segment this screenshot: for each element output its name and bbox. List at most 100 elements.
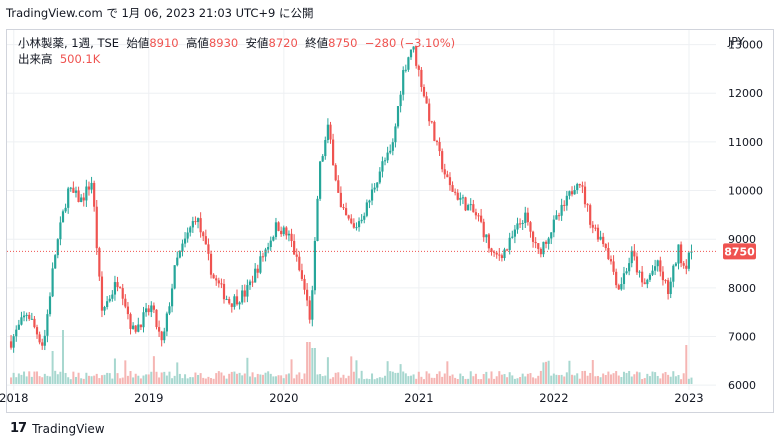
candle-body <box>570 191 574 195</box>
candle-body <box>690 251 693 253</box>
candle-body <box>368 200 371 203</box>
volume-bar <box>607 371 610 384</box>
volume-bar <box>158 377 161 384</box>
volume-bar <box>69 379 72 384</box>
site-name[interactable]: TradingView.com <box>6 6 103 20</box>
candle-body <box>137 324 140 332</box>
candle-body <box>464 197 467 211</box>
candle-body <box>300 270 304 279</box>
volume-bar <box>565 372 568 384</box>
volume-bar <box>506 377 509 384</box>
candle-body <box>69 187 72 189</box>
last-price-tag <box>723 243 756 260</box>
candle-body <box>454 191 457 193</box>
volume-bar <box>124 360 127 384</box>
candle-body <box>33 318 36 328</box>
volume-bar <box>145 374 148 384</box>
candle-body <box>248 281 252 286</box>
volume-bar <box>129 371 132 384</box>
candle-body <box>633 250 636 257</box>
candle-body <box>441 151 444 170</box>
volume-bar <box>15 377 18 384</box>
volume-bar <box>620 377 623 384</box>
volume-bar <box>308 342 311 384</box>
volume-bar <box>539 370 542 384</box>
x-tick-label: 2022 <box>539 391 568 405</box>
x-tick-label: 2023 <box>674 391 703 405</box>
volume-bar <box>651 371 654 384</box>
candle-body <box>355 227 358 229</box>
candle-body <box>474 212 478 216</box>
candle-body <box>85 186 88 201</box>
candle-body <box>596 227 600 240</box>
candle-body <box>664 280 667 282</box>
candle-body <box>225 299 228 301</box>
candle-body <box>422 86 426 97</box>
candle-body <box>147 308 150 313</box>
candle-body <box>121 288 124 299</box>
volume-bar <box>685 345 688 384</box>
publish-caption: TradingView.com で 1月 06, 2023 21:03 UTC+… <box>6 5 314 21</box>
volume-bar <box>77 372 80 384</box>
volume-bar <box>599 377 602 384</box>
candle-body <box>280 230 283 235</box>
candle-body <box>607 248 610 260</box>
volume-bar <box>669 376 672 384</box>
volume-bar <box>417 371 420 384</box>
volume-bar <box>399 364 402 384</box>
volume-bar <box>111 378 114 384</box>
candle-body <box>41 342 44 346</box>
volume-bar <box>596 375 599 384</box>
ohlc-legend: 小林製薬, 1週, TSE 始値8910 高値8930 安値8720 終値875… <box>18 35 455 51</box>
candle-body <box>129 314 132 329</box>
volume-bar <box>272 376 275 384</box>
volume-bar <box>163 371 166 384</box>
volume-bar <box>428 373 431 384</box>
candle-body <box>202 232 205 237</box>
volume-bar <box>191 377 194 384</box>
x-tick-label: 2018 <box>0 391 28 405</box>
volume-bar <box>410 375 413 384</box>
volume-bar <box>142 375 145 384</box>
candle-body <box>347 215 350 219</box>
volume-bar <box>648 376 651 384</box>
candle-body <box>500 255 503 259</box>
candle-body <box>357 221 361 228</box>
volume-bar <box>586 375 589 384</box>
volume-bar <box>248 376 251 384</box>
symbol-label[interactable]: 小林製薬, 1週, TSE <box>18 36 120 50</box>
candle-body <box>656 260 659 267</box>
volume-bar <box>435 373 438 384</box>
candle-body <box>233 296 236 307</box>
candle-body <box>599 236 602 240</box>
candle-body <box>677 244 680 264</box>
y-tick-label: 11000 <box>728 136 763 149</box>
candle-body <box>308 300 311 320</box>
candle-body <box>615 271 618 286</box>
candle-body <box>490 248 493 252</box>
volume-bar <box>584 370 587 384</box>
candle-body <box>365 202 368 216</box>
volume-bar <box>420 376 423 384</box>
volume-bar <box>402 371 405 384</box>
volume-bar <box>412 374 415 384</box>
volume-bar <box>397 372 400 384</box>
footer-branding[interactable]: 17 TradingView <box>10 421 105 436</box>
volume-bar <box>446 361 449 384</box>
volume-bar <box>150 371 153 384</box>
volume-bar <box>667 374 670 384</box>
candle-body <box>43 335 46 346</box>
candle-body <box>524 212 527 223</box>
candle-body <box>217 280 220 284</box>
low-label: 安値 <box>245 36 269 50</box>
candle-body <box>602 236 605 245</box>
candle-body <box>72 187 75 193</box>
volume-bar <box>238 372 241 384</box>
volume-bar <box>220 372 223 384</box>
candle-body <box>493 251 496 253</box>
candle-body <box>170 288 174 307</box>
candle-body <box>448 177 452 186</box>
candle-body <box>103 306 106 311</box>
volume-bar <box>415 378 418 384</box>
